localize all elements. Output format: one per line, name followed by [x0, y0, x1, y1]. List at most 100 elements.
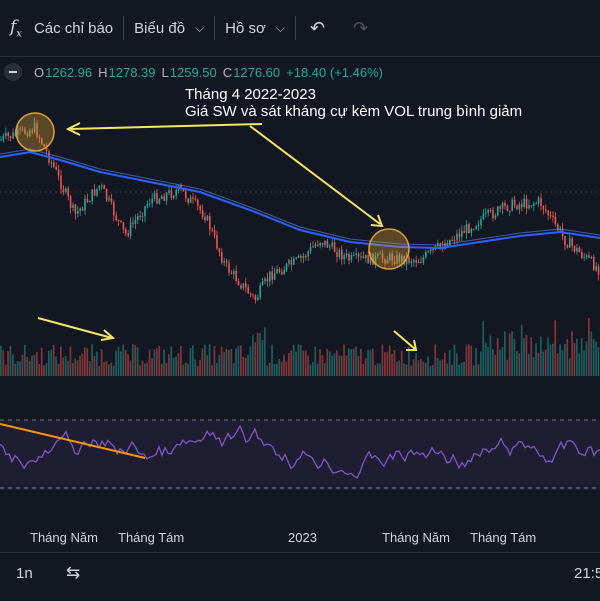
- volume-bar: [360, 348, 362, 376]
- candle-body: [5, 132, 7, 136]
- candle-body: [180, 185, 182, 189]
- volume-bar: [504, 331, 506, 376]
- candle-body: [218, 248, 221, 253]
- candle-body: [353, 254, 355, 256]
- candle-body: [36, 123, 38, 137]
- rsi-line: [0, 424, 600, 480]
- candle-body: [393, 261, 396, 264]
- moving-average-line: [0, 150, 600, 250]
- candle-body: [269, 271, 271, 282]
- profile-button[interactable]: Hồ sơ ⌵: [215, 8, 295, 48]
- candle-body: [403, 255, 405, 265]
- volume-bar: [288, 353, 290, 376]
- volume-bar: [91, 344, 93, 376]
- volume-bar: [350, 349, 353, 376]
- low-value: 1259.50: [169, 64, 217, 80]
- volume-bar: [192, 345, 194, 376]
- volume-bar: [2, 350, 5, 376]
- price-chart[interactable]: [0, 90, 600, 524]
- candle-body: [221, 252, 223, 263]
- candle-body: [43, 144, 45, 147]
- candle-body: [285, 263, 288, 271]
- volume-bar: [588, 317, 590, 376]
- candle-body: [223, 261, 225, 263]
- volume-bar: [540, 336, 542, 376]
- volume-bar: [456, 353, 458, 376]
- candle-body: [331, 242, 333, 247]
- candle-body: [499, 206, 501, 209]
- candle-body: [384, 259, 386, 264]
- volume-bar: [362, 364, 365, 376]
- volume-bar: [168, 354, 170, 376]
- candle-body: [228, 262, 230, 273]
- candle-body: [489, 209, 492, 211]
- indicators-button[interactable]: fx Các chỉ báo: [0, 8, 123, 48]
- candle-body: [9, 136, 12, 139]
- candle-body: [521, 204, 523, 207]
- volume-bar: [331, 355, 333, 376]
- volume-bar: [242, 357, 245, 376]
- volume-bar: [580, 338, 583, 376]
- chart-type-button[interactable]: Biểu đồ ⌵: [124, 8, 214, 48]
- candle-body: [21, 128, 24, 130]
- volume-bar: [552, 343, 554, 376]
- volume-bar: [309, 364, 312, 376]
- candle-body: [487, 209, 489, 213]
- volume-bar: [453, 344, 456, 376]
- volume-bar: [264, 327, 266, 376]
- volume-bar: [189, 347, 192, 376]
- volume-bar: [247, 354, 249, 376]
- candle-body: [456, 233, 458, 241]
- candle-body: [235, 270, 237, 282]
- candle-body: [283, 270, 285, 275]
- volume-bar: [256, 332, 259, 376]
- volume-bar: [446, 363, 449, 376]
- volume-bar: [62, 357, 65, 376]
- volume-bar: [261, 340, 264, 376]
- volume-bar: [448, 350, 451, 376]
- undo-icon[interactable]: ↶: [309, 17, 326, 38]
- candle-body: [564, 235, 566, 246]
- candle-body: [585, 255, 588, 257]
- redo-icon[interactable]: ↷: [353, 17, 369, 38]
- time-axis-label: Tháng Năm: [30, 530, 98, 545]
- candle-body: [547, 210, 549, 216]
- candle-body: [468, 224, 470, 234]
- candle-body: [110, 198, 113, 202]
- candle-body: [314, 244, 317, 247]
- volume-bar: [429, 365, 432, 376]
- volume-bar: [244, 357, 247, 376]
- candle-body: [141, 216, 144, 218]
- candle-body: [509, 210, 511, 212]
- volume-bar: [436, 357, 439, 376]
- rsi-band: [0, 420, 600, 490]
- candle-body: [581, 252, 583, 258]
- calendar-range-icon[interactable]: ⇆: [66, 563, 81, 582]
- volume-bar: [40, 347, 43, 376]
- volume-bar: [547, 337, 549, 376]
- candle-body: [333, 242, 336, 253]
- volume-bar: [158, 345, 161, 376]
- volume-bar: [393, 349, 396, 376]
- volume-bar: [590, 331, 593, 376]
- volume-bar: [424, 362, 427, 376]
- candle-body: [158, 198, 161, 204]
- candle-body: [249, 293, 252, 295]
- volume-bar: [544, 349, 547, 376]
- collapse-legend-icon[interactable]: [4, 63, 22, 81]
- candle-body: [57, 169, 60, 176]
- candle-body: [362, 256, 365, 259]
- interval-button[interactable]: 1n: [16, 565, 33, 582]
- candle-body: [297, 256, 300, 258]
- candle-body: [62, 189, 65, 192]
- candle-body: [367, 254, 369, 264]
- volume-bar: [468, 344, 470, 376]
- candle-body: [473, 229, 475, 231]
- volume-bar: [518, 353, 521, 376]
- volume-bar: [302, 350, 305, 376]
- volume-bar: [391, 353, 393, 376]
- candle-body: [225, 261, 228, 263]
- volume-bar: [105, 360, 108, 376]
- volume-bar: [542, 351, 545, 376]
- candle-body: [50, 162, 53, 164]
